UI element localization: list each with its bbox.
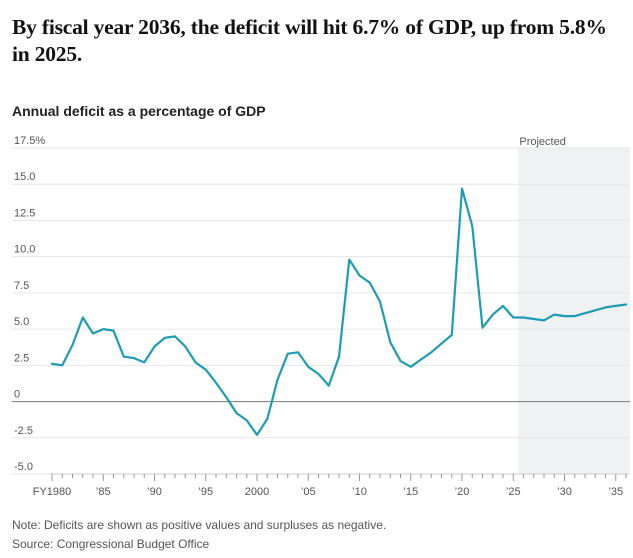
- deficit-series-line: [50, 187, 628, 436]
- data-point-2023: [491, 313, 495, 317]
- y-axis-labels: -5.0 -2.5 0 2.5 5.0 7.5 10.0 12.5 15.0 17.5%: [14, 135, 45, 473]
- x-tick-label: ’25: [506, 486, 521, 498]
- x-tick-label: ’90: [147, 486, 162, 498]
- data-point-2022: [481, 326, 485, 330]
- data-point-1991: [163, 336, 167, 340]
- data-point-1993: [183, 344, 187, 348]
- y-tick-label: 7.5: [14, 280, 29, 292]
- y-tick-label: -5.0: [14, 461, 33, 473]
- data-point-2020: [460, 187, 464, 191]
- data-point-2028: [542, 318, 546, 322]
- x-tick-label: ’20: [455, 486, 470, 498]
- deficit-line-chart: Projected -5.0 -2.5 0 2.5 5.0 7.5 10.0 12.5 15.0…: [12, 135, 630, 498]
- x-tick-label: FY1980: [33, 486, 72, 498]
- data-point-1996: [214, 381, 218, 385]
- data-point-2026: [522, 316, 526, 320]
- data-point-2002: [276, 378, 280, 382]
- data-point-1992: [173, 334, 177, 338]
- y-tick-label: 5.0: [14, 316, 29, 328]
- data-point-2029: [552, 313, 556, 317]
- data-point-2027: [532, 317, 536, 321]
- data-point-2003: [286, 352, 290, 356]
- data-point-2011: [368, 281, 372, 285]
- data-point-2000: [255, 433, 259, 437]
- data-point-2033: [593, 308, 597, 312]
- data-point-2019: [450, 333, 454, 337]
- y-tick-label: 0: [14, 389, 20, 401]
- x-tick-label: ’85: [96, 486, 111, 498]
- gridlines: [12, 147, 630, 475]
- data-point-1988: [132, 356, 136, 360]
- data-point-2006: [317, 372, 321, 376]
- data-point-2018: [440, 342, 444, 346]
- data-point-2034: [604, 305, 608, 309]
- data-point-2010: [358, 274, 362, 278]
- data-point-2035: [614, 304, 618, 308]
- chart-note: Note: Deficits are shown as positive val…: [12, 518, 387, 532]
- data-point-1989: [142, 360, 146, 364]
- x-tick-label: ’30: [557, 486, 572, 498]
- x-tick-label: ’05: [301, 486, 316, 498]
- y-tick-label: 12.5: [14, 207, 35, 219]
- y-tick-label: 15.0: [14, 171, 35, 183]
- data-point-2016: [419, 358, 423, 362]
- data-point-1999: [245, 418, 249, 422]
- data-point-2031: [573, 314, 577, 318]
- data-point-1981: [60, 363, 64, 367]
- data-point-2030: [563, 314, 567, 318]
- data-point-2032: [583, 311, 587, 315]
- data-point-1984: [91, 331, 95, 335]
- data-point-2024: [501, 304, 505, 308]
- projected-label: Projected: [519, 136, 565, 148]
- data-point-2013: [388, 340, 392, 344]
- x-tick-label: 2000: [245, 486, 269, 498]
- data-point-1983: [81, 316, 85, 320]
- y-tick-label: 2.5: [14, 352, 29, 364]
- data-point-2005: [306, 365, 310, 369]
- data-point-1998: [235, 411, 239, 415]
- data-point-2008: [337, 355, 341, 359]
- projected-region: [518, 148, 630, 474]
- x-axis: FY1980 ’85 ’90 ’95 2000 ’05 ’10 ’15 ’20 ’25 ’30 ’35: [33, 473, 628, 498]
- data-point-1987: [122, 355, 126, 359]
- data-point-2025: [511, 316, 515, 320]
- data-point-2017: [429, 350, 433, 354]
- chart-subtitle: Annual deficit as a percentage of GDP: [12, 103, 266, 119]
- data-point-1990: [153, 344, 157, 348]
- data-point-1986: [112, 329, 116, 333]
- data-point-2012: [378, 300, 382, 304]
- headline: By fiscal year 2036, the deficit will hi…: [12, 15, 607, 66]
- data-point-2014: [399, 359, 403, 363]
- data-point-1994: [194, 360, 198, 364]
- data-point-1997: [224, 395, 228, 399]
- data-point-2015: [409, 365, 413, 369]
- data-point-1995: [204, 368, 208, 372]
- data-point-1985: [101, 327, 105, 331]
- data-point-2004: [296, 350, 300, 354]
- data-point-1980: [50, 362, 54, 366]
- y-tick-label: 10.0: [14, 244, 35, 256]
- x-tick-label: ’15: [403, 486, 418, 498]
- y-tick-label: -2.5: [14, 425, 33, 437]
- y-tick-label: 17.5%: [14, 135, 45, 147]
- data-point-2009: [347, 258, 351, 262]
- data-point-2007: [327, 384, 331, 388]
- chart-source: Source: Congressional Budget Office: [12, 537, 210, 551]
- data-point-2021: [470, 224, 474, 228]
- data-point-2036: [624, 302, 628, 306]
- x-tick-label: ’35: [608, 486, 623, 498]
- data-point-1982: [71, 343, 75, 347]
- x-tick-label: ’10: [352, 486, 367, 498]
- data-point-2001: [265, 417, 269, 421]
- x-tick-label: ’95: [198, 486, 213, 498]
